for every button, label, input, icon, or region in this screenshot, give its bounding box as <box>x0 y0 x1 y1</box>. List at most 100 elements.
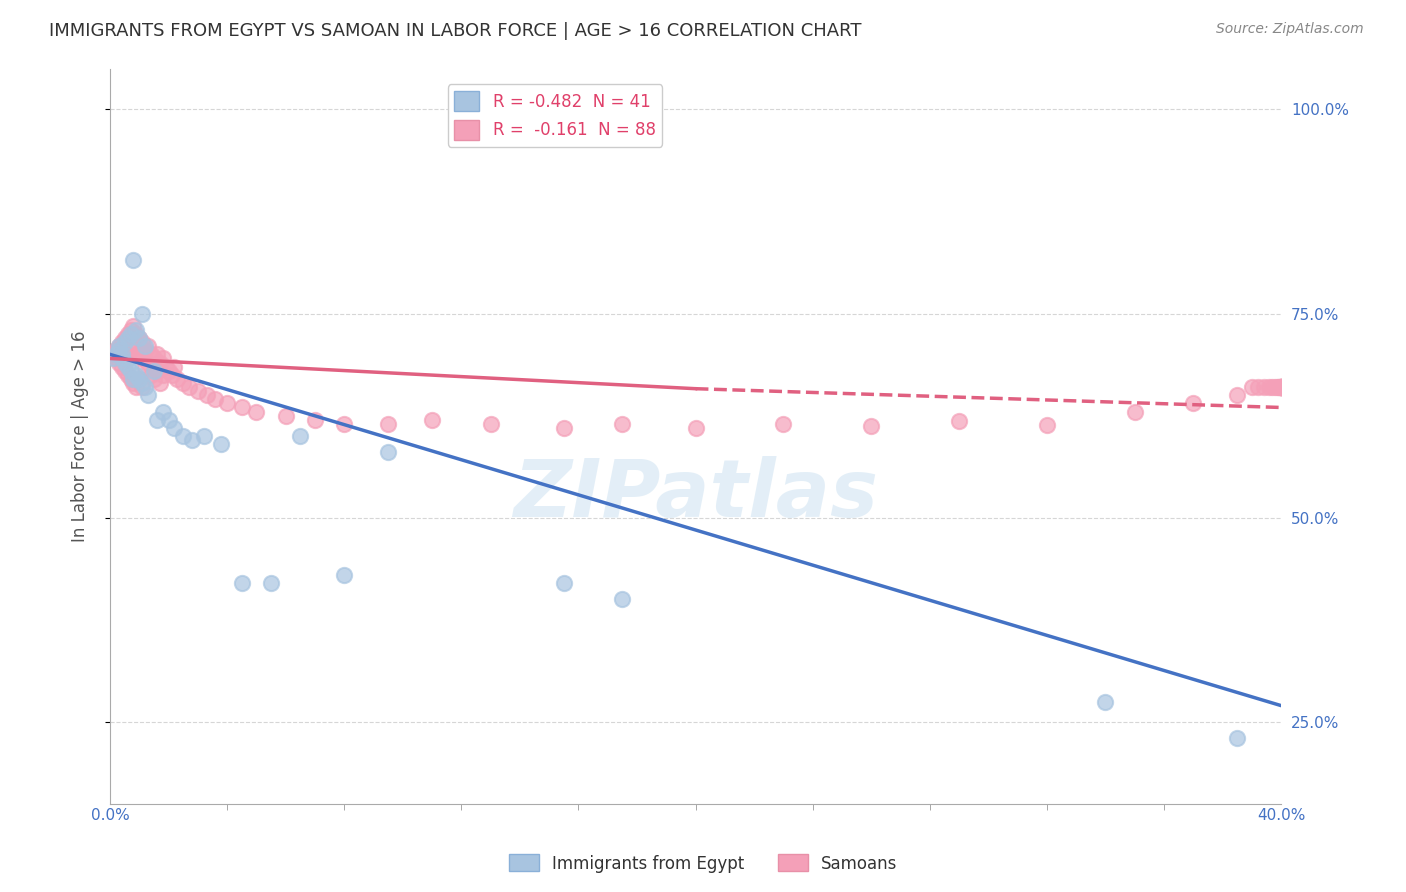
Point <box>104 351 127 366</box>
Point <box>125 347 148 361</box>
Point <box>1267 380 1289 394</box>
Point <box>1270 380 1292 394</box>
Point <box>1270 380 1292 394</box>
Point <box>1094 694 1116 708</box>
Point <box>101 351 124 366</box>
Point <box>111 335 134 350</box>
Point <box>139 368 162 382</box>
Point <box>108 355 131 369</box>
Point <box>122 339 145 353</box>
Point <box>333 417 356 431</box>
Point <box>160 368 183 382</box>
Point <box>134 359 156 374</box>
Point <box>685 421 707 435</box>
Point <box>1270 380 1292 394</box>
Point <box>155 359 177 374</box>
Text: ZIPatlas: ZIPatlas <box>513 456 879 534</box>
Point <box>131 307 153 321</box>
Point <box>122 376 145 390</box>
Point <box>1253 380 1275 394</box>
Point <box>114 331 136 345</box>
Point <box>128 331 150 345</box>
Point <box>231 576 253 591</box>
Point <box>1270 380 1292 394</box>
Point <box>209 437 232 451</box>
Point <box>149 376 172 390</box>
Point <box>108 339 131 353</box>
Point <box>1267 380 1289 394</box>
Point <box>1261 380 1284 394</box>
Point <box>117 326 139 341</box>
Point <box>1264 380 1286 394</box>
Point <box>1258 380 1281 394</box>
Point <box>111 359 134 374</box>
Point <box>111 351 134 366</box>
Point <box>172 376 194 390</box>
Point <box>260 576 283 591</box>
Point <box>290 429 312 443</box>
Point <box>179 380 201 394</box>
Point <box>187 384 209 399</box>
Point <box>128 347 150 361</box>
Point <box>1226 731 1249 746</box>
Point <box>122 318 145 333</box>
Point <box>1123 404 1146 418</box>
Point <box>131 335 153 350</box>
Point <box>860 419 883 434</box>
Point <box>104 343 127 358</box>
Point <box>134 339 156 353</box>
Point <box>131 351 153 366</box>
Point <box>1036 417 1059 432</box>
Point <box>120 364 142 378</box>
Point <box>181 433 204 447</box>
Point <box>1270 380 1292 394</box>
Point <box>108 343 131 358</box>
Point <box>143 364 166 378</box>
Point <box>143 372 166 386</box>
Point <box>1226 388 1249 402</box>
Point <box>377 445 399 459</box>
Point <box>149 355 172 369</box>
Point <box>128 331 150 345</box>
Legend: Immigrants from Egypt, Samoans: Immigrants from Egypt, Samoans <box>502 847 904 880</box>
Point <box>108 339 131 353</box>
Point <box>553 576 575 591</box>
Point <box>1270 380 1292 394</box>
Point <box>245 404 267 418</box>
Point <box>139 347 162 361</box>
Point <box>612 592 634 607</box>
Point <box>172 429 194 443</box>
Point <box>125 380 148 394</box>
Point <box>479 417 502 431</box>
Point <box>117 359 139 374</box>
Point <box>134 343 156 358</box>
Point <box>193 429 215 443</box>
Point <box>146 364 169 378</box>
Text: Source: ZipAtlas.com: Source: ZipAtlas.com <box>1216 22 1364 37</box>
Point <box>120 326 142 341</box>
Point <box>1270 380 1292 394</box>
Point <box>166 372 188 386</box>
Point <box>117 368 139 382</box>
Point <box>163 359 186 374</box>
Point <box>111 347 134 361</box>
Point <box>134 380 156 394</box>
Point <box>136 355 159 369</box>
Point <box>143 351 166 366</box>
Point <box>553 421 575 435</box>
Point <box>136 339 159 353</box>
Point <box>114 335 136 350</box>
Point <box>274 409 297 423</box>
Point <box>122 253 145 268</box>
Point <box>157 364 180 378</box>
Point <box>420 413 443 427</box>
Point <box>1247 380 1270 394</box>
Point <box>114 347 136 361</box>
Point <box>157 413 180 427</box>
Point <box>204 392 226 407</box>
Point <box>1270 380 1292 394</box>
Point <box>128 372 150 386</box>
Point <box>1240 380 1263 394</box>
Point <box>152 404 174 418</box>
Point <box>122 372 145 386</box>
